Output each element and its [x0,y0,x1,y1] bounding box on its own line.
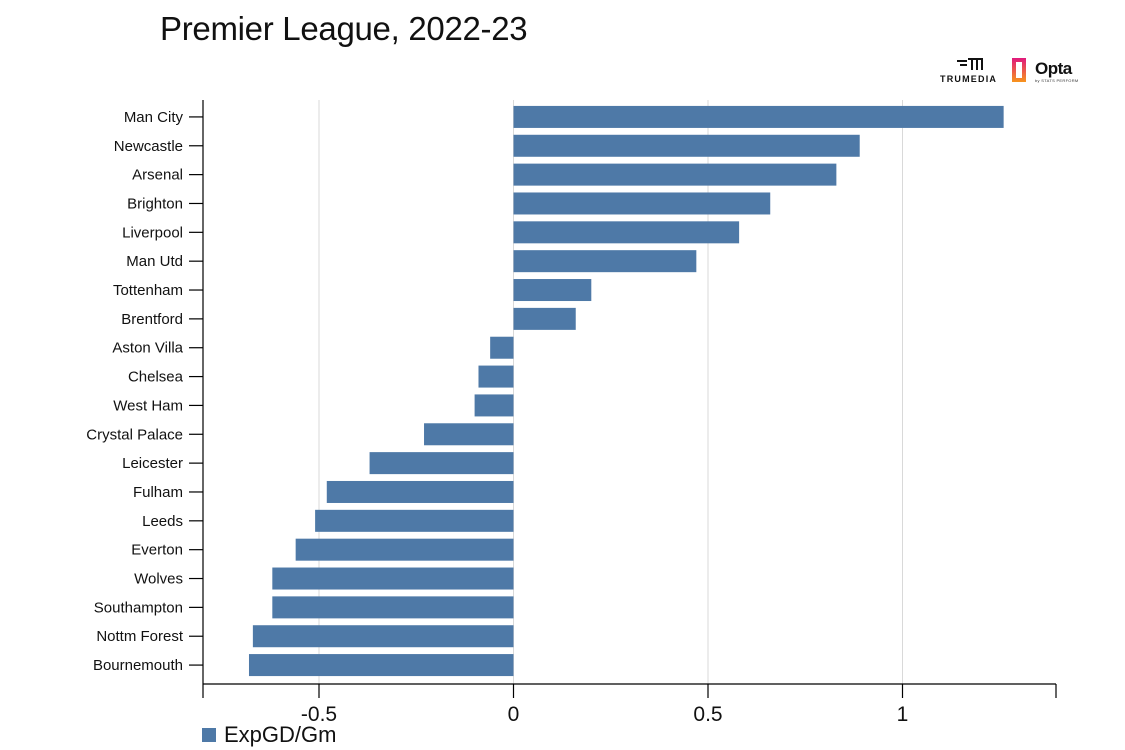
opta-logo-mark-icon [1012,58,1026,82]
y-tick-label: Everton [131,542,183,559]
y-tick-label: Leicester [122,455,183,472]
y-tick-label: Wolves [134,571,183,588]
y-tick-label: Nottm Forest [96,628,184,645]
legend-label: ExpGD/Gm [224,722,337,747]
bar [252,625,514,648]
y-tick-label: Crystal Palace [86,426,183,443]
y-tick-label: Brentford [121,311,183,328]
chart-title: Premier League, 2022-23 [160,10,528,47]
bar [513,250,697,273]
y-tick-label: Arsenal [132,167,183,184]
legend-swatch [202,728,216,742]
trumedia-logo-mark-icon [957,58,983,70]
y-tick-label: Aston Villa [112,340,183,357]
opta-logo-text: Opta [1035,59,1072,78]
bar [295,538,514,561]
bar [490,336,514,359]
x-tick-label: 0.5 [693,703,722,726]
opta-logo-subtext: by STATS PERFORM [1035,78,1079,83]
bar [272,596,514,619]
x-tick-label: -0.5 [301,703,337,726]
bar [513,192,771,215]
bar [315,509,514,532]
bar [513,307,576,330]
bar [513,163,837,186]
y-tick-label: Fulham [133,484,183,501]
y-tick-label: Man City [124,109,184,126]
x-tick-label: 1 [897,703,909,726]
y-tick-label: Southampton [94,599,183,616]
y-tick-label: Bournemouth [93,657,183,674]
trumedia-logo-text: TRUMEDIA [940,74,998,84]
x-tick-label: 0 [508,703,520,726]
opta-logo: Opta by STATS PERFORM [1008,56,1088,86]
bar [272,567,514,590]
bar [513,279,592,302]
bar [513,105,1004,128]
y-tick-label: Brighton [127,195,183,212]
y-tick-label: Liverpool [122,224,183,241]
bar [248,654,514,677]
bar [424,423,514,446]
y-tick-label: West Ham [113,397,183,414]
y-tick-label: Leeds [142,513,183,530]
bar [326,480,514,503]
y-tick-label: Tottenham [113,282,183,299]
y-tick-label: Man Utd [126,253,183,270]
bar [513,134,860,157]
y-tick-label: Newcastle [114,138,183,155]
bar [478,365,514,388]
bar [474,394,514,417]
trumedia-logo: TRUMEDIA [940,56,1000,86]
bar [369,452,514,475]
y-tick-label: Chelsea [128,369,184,386]
bar [513,221,740,244]
